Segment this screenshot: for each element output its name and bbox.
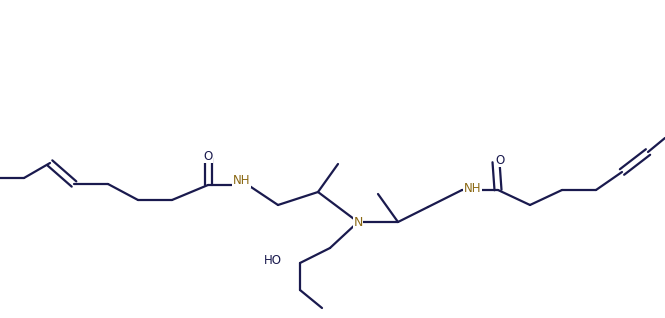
Text: O: O <box>495 154 505 167</box>
Text: NH: NH <box>233 175 250 188</box>
Text: O: O <box>203 149 213 162</box>
Text: NH: NH <box>464 182 481 195</box>
Text: HO: HO <box>264 254 282 267</box>
Text: N: N <box>353 216 362 229</box>
